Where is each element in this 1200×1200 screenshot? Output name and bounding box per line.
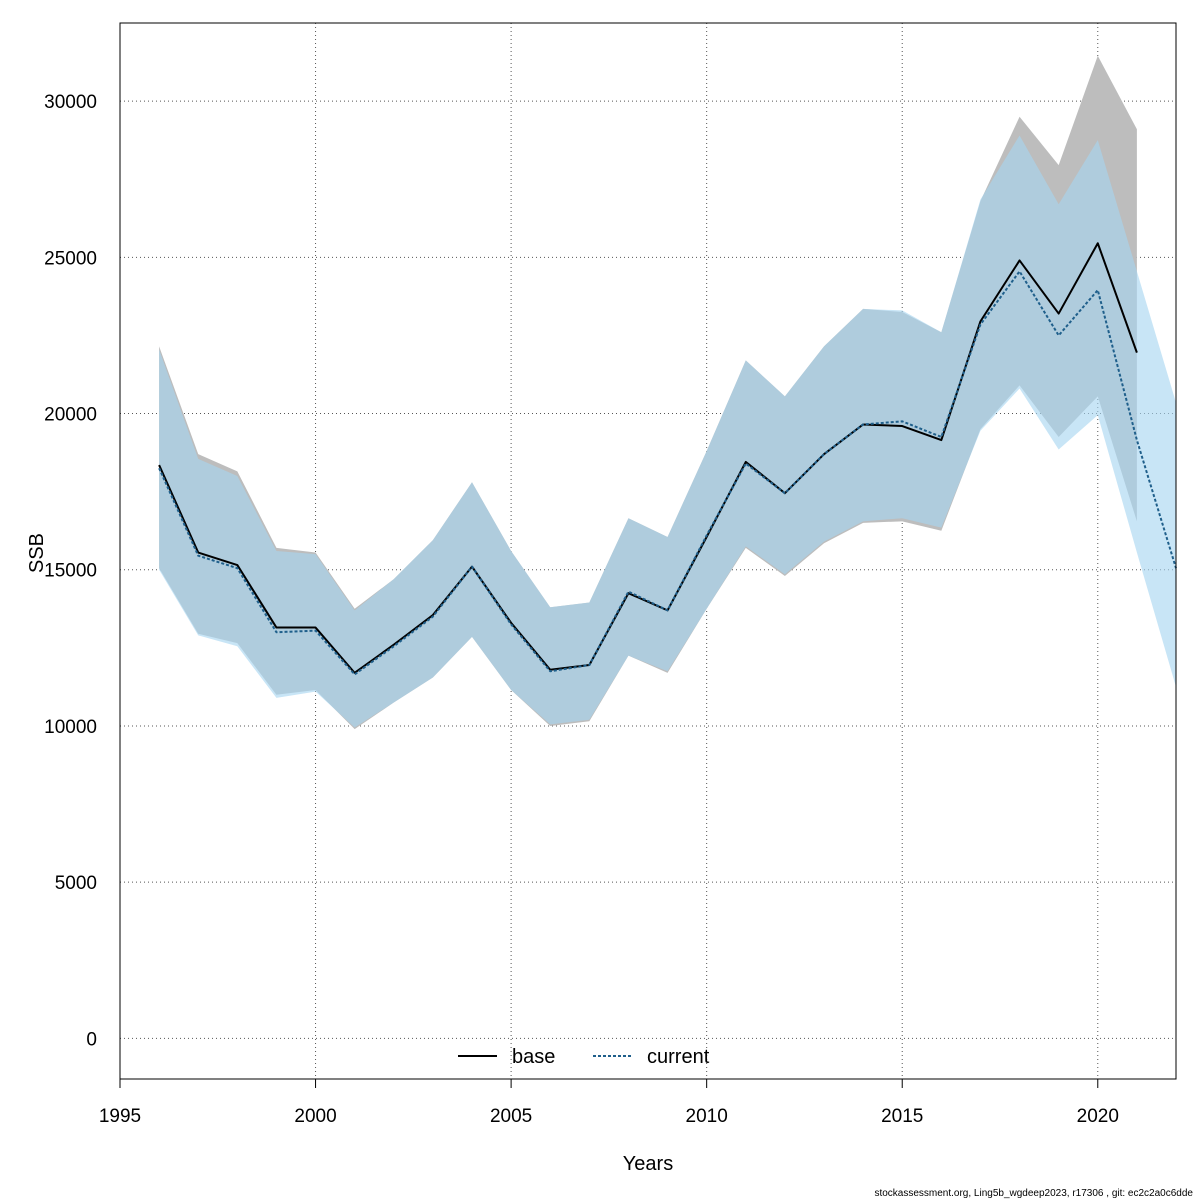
- y-tick-label: 10000: [44, 717, 97, 738]
- footer-text: stockassessment.org, Ling5b_wgdeep2023, …: [874, 1188, 1193, 1199]
- y-tick-label: 0: [86, 1029, 97, 1050]
- y-tick-label: 30000: [44, 92, 97, 113]
- x-tick-label: 2000: [294, 1106, 336, 1127]
- band-current: [159, 135, 1177, 728]
- plot-border: [119, 22, 1177, 1080]
- x-tick-label: 2005: [490, 1106, 532, 1127]
- x-axis-title: Years: [623, 1153, 673, 1175]
- legend: base current: [458, 1046, 710, 1068]
- line-current: [158, 270, 1177, 676]
- series-lines: [158, 242, 1177, 676]
- confidence-bands: [159, 55, 1177, 730]
- x-tick-label: 2010: [686, 1106, 728, 1127]
- x-tick-label: 1995: [99, 1106, 141, 1127]
- y-tick-label: 20000: [44, 405, 97, 426]
- y-tick-label: 5000: [55, 873, 97, 894]
- x-tick-label: 2015: [881, 1106, 923, 1127]
- y-tick-label: 15000: [44, 561, 97, 582]
- tick-labels: 1995 2000 2005 2010 2015 2020 0 5000 10000 15000 2…: [44, 92, 1119, 1127]
- y-tick-label: 25000: [44, 248, 97, 269]
- y-axis-title: SSB: [26, 533, 48, 573]
- x-tick-label: 2020: [1077, 1106, 1119, 1127]
- legend-base-label: base: [512, 1046, 555, 1068]
- axes: [119, 22, 1177, 1088]
- legend-current-label: current: [647, 1046, 710, 1068]
